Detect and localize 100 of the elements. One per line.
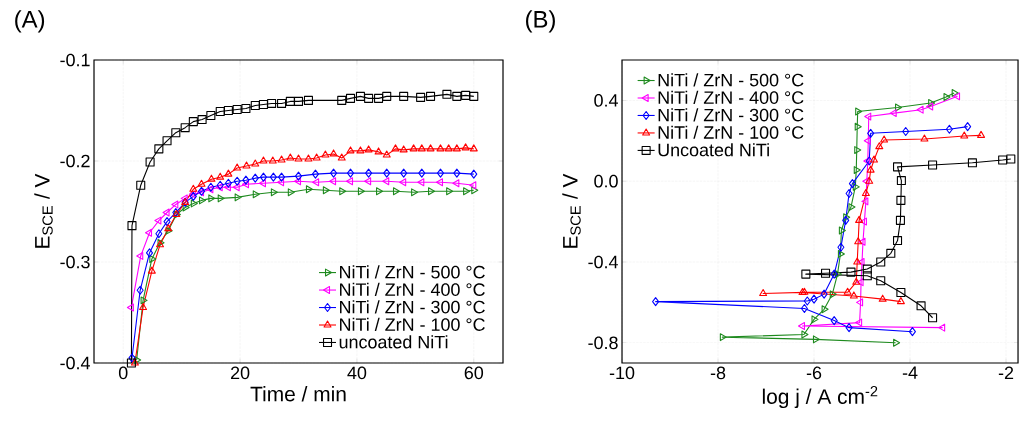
point [811, 315, 819, 324]
point [147, 266, 156, 274]
point [258, 179, 266, 188]
point [452, 179, 460, 188]
point [155, 229, 163, 239]
point [312, 178, 320, 187]
x-axis-title: Time / min [250, 386, 346, 402]
point [862, 264, 872, 274]
point [853, 257, 862, 265]
point [417, 178, 425, 187]
point [428, 187, 436, 196]
point [896, 195, 906, 205]
point [303, 95, 313, 105]
point [409, 144, 418, 152]
point [801, 269, 811, 279]
point [895, 215, 905, 225]
point [830, 316, 838, 326]
point [470, 169, 478, 179]
point [926, 102, 934, 111]
point [294, 154, 303, 162]
y-tick-label: 0.0 [594, 174, 618, 188]
point [337, 153, 346, 161]
point [446, 187, 454, 196]
point [149, 254, 157, 263]
point [416, 92, 426, 102]
point [182, 203, 190, 212]
legend-label: uncoated NiTi [339, 335, 448, 349]
point [856, 298, 864, 307]
point [943, 92, 951, 101]
legend-label: NiTi / ZrN - 400 °C [340, 282, 485, 296]
point [896, 176, 906, 186]
point [294, 171, 303, 181]
point [843, 287, 852, 295]
point [893, 162, 903, 172]
point [259, 172, 267, 182]
point [998, 155, 1008, 165]
point [870, 155, 879, 163]
point [853, 166, 861, 175]
point [171, 128, 181, 138]
point [893, 236, 903, 246]
point [224, 178, 232, 188]
point [461, 90, 471, 100]
legend-label: Uncoated NiTi [658, 143, 769, 157]
point [198, 196, 207, 205]
point [876, 257, 886, 267]
point [355, 91, 365, 101]
legend-label: NiTi / ZrN - 100 °C [658, 125, 804, 139]
point [862, 177, 870, 186]
point [400, 168, 408, 178]
point [436, 168, 445, 178]
point [863, 136, 871, 145]
point [928, 160, 938, 170]
point [127, 221, 137, 231]
point [812, 335, 820, 344]
y-axis-title: E$_{SCE}$ / V [34, 173, 53, 248]
point [967, 158, 977, 168]
point [345, 93, 356, 103]
point [241, 103, 251, 114]
point [876, 276, 886, 286]
legend-label: NiTi / ZrN - 500 °C [658, 73, 804, 87]
point [136, 251, 144, 260]
point [154, 216, 162, 225]
point [399, 91, 409, 101]
point [864, 112, 872, 121]
point [207, 174, 216, 182]
point [382, 91, 392, 101]
point [216, 172, 225, 180]
point [145, 157, 155, 167]
point [270, 188, 278, 197]
point [128, 353, 136, 363]
point [356, 146, 365, 154]
point [126, 358, 136, 368]
point [846, 267, 856, 277]
point [411, 188, 419, 197]
point [886, 248, 896, 258]
legend-label: NiTi / ZrN - 400 °C [658, 90, 804, 104]
point [321, 150, 330, 158]
point [154, 144, 164, 154]
x-tick-label: 0 [118, 366, 128, 380]
point [830, 269, 838, 279]
point [1006, 154, 1016, 164]
point [242, 175, 250, 185]
x-tick-label: -10 [609, 366, 635, 380]
x-tick-label: 60 [464, 366, 484, 380]
point [364, 145, 373, 153]
point [277, 155, 286, 163]
point [867, 128, 875, 138]
point [859, 217, 867, 226]
point [258, 99, 268, 109]
point [130, 358, 139, 366]
point [916, 301, 926, 311]
point [442, 89, 452, 99]
point [250, 100, 260, 110]
point [188, 117, 198, 127]
point [418, 168, 426, 178]
point [829, 290, 837, 299]
point [857, 258, 865, 266]
point [139, 302, 148, 310]
x-tick-label: -4 [902, 366, 918, 379]
point [364, 93, 374, 103]
